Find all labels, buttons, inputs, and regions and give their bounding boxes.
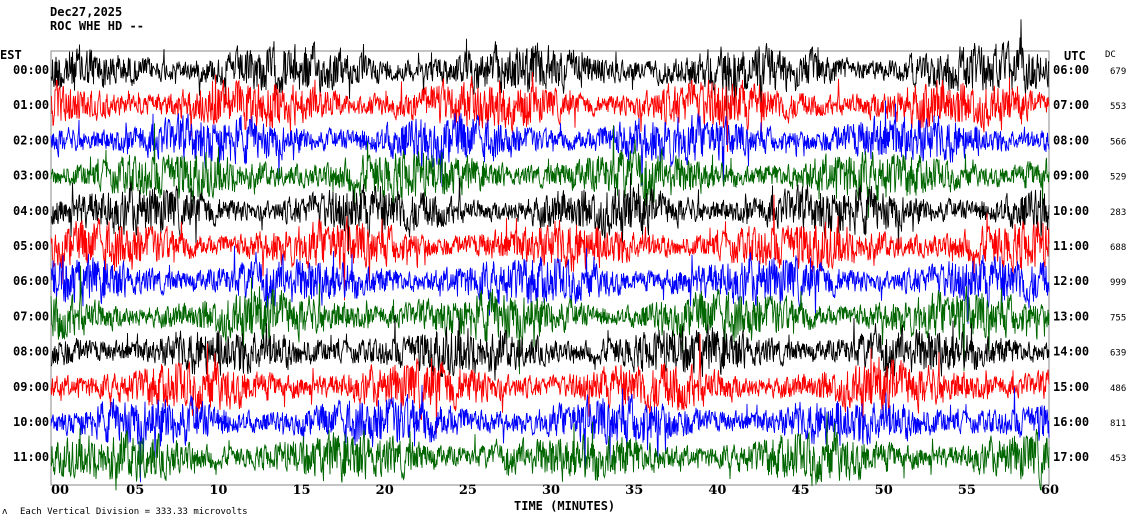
dc-offset-value: 553	[1110, 102, 1126, 112]
utc-axis-label: UTC	[1064, 49, 1086, 63]
dc-offset-value: 566	[1110, 137, 1126, 147]
utc-time-label: 17:00	[1053, 450, 1089, 464]
x-axis-label: TIME (MINUTES)	[514, 499, 615, 513]
dc-offset-value: 811	[1110, 419, 1126, 429]
trace-row-0500	[50, 194, 1050, 301]
trace-row-0300	[50, 123, 1050, 218]
utc-time-label: 13:00	[1053, 309, 1089, 323]
dc-label: DC	[1105, 50, 1116, 60]
utc-time-label: 12:00	[1053, 274, 1089, 288]
dc-offset-value: 755	[1110, 313, 1126, 323]
trace-row-0700	[50, 265, 1050, 375]
x-tick-label: 35	[625, 483, 643, 498]
trace-row-0000	[50, 19, 1050, 129]
est-time-label: 01:00	[13, 98, 49, 112]
trace-row-0600	[50, 245, 1050, 324]
est-time-label: 00:00	[13, 63, 49, 77]
scale-note: Each Vertical Division = 333.33 microvol…	[20, 507, 248, 517]
est-axis-label: EST	[0, 48, 22, 62]
utc-time-label: 15:00	[1053, 380, 1089, 394]
trace-row-1000	[50, 384, 1050, 483]
x-tick-label: 15	[293, 483, 311, 498]
x-tick-label: 60	[1041, 483, 1059, 498]
est-time-label: 02:00	[13, 133, 49, 147]
trace-row-0800	[50, 315, 1050, 381]
station-label: ROC WHE HD --	[50, 19, 144, 33]
est-time-label: 06:00	[13, 274, 49, 288]
x-tick-label: 55	[958, 483, 976, 498]
est-time-label: 08:00	[13, 345, 49, 359]
traces	[50, 19, 1050, 491]
plot-frame	[50, 50, 1050, 486]
dc-offset-value: 453	[1110, 454, 1126, 464]
utc-time-label: 06:00	[1053, 63, 1089, 77]
x-tick-label: 10	[209, 483, 227, 498]
x-tick-label: 05	[126, 483, 144, 498]
trace-row-0400	[51, 173, 1050, 255]
est-time-label: 07:00	[13, 309, 49, 323]
x-tick-label: 50	[875, 483, 893, 498]
dc-offset-value: 639	[1110, 349, 1126, 359]
trace-row-1100	[50, 412, 1050, 491]
est-time-label: 11:00	[13, 450, 49, 464]
dc-offset-value: 486	[1110, 384, 1126, 394]
dc-offset-value: 529	[1110, 173, 1126, 183]
corner-mark: ʌ	[2, 507, 8, 517]
utc-time-label: 09:00	[1053, 169, 1089, 183]
trace-row-0100	[50, 71, 1050, 152]
utc-time-label: 14:00	[1053, 345, 1089, 359]
utc-time-label: 10:00	[1053, 204, 1089, 218]
dc-offset-value: 688	[1110, 243, 1126, 253]
trace-row-0900	[50, 333, 1050, 433]
x-tick-label: 20	[376, 483, 394, 498]
utc-time-label: 07:00	[1053, 98, 1089, 112]
est-time-label: 05:00	[13, 239, 49, 253]
date-label: Dec27,2025	[50, 5, 122, 19]
dc-offset-value: 283	[1110, 208, 1126, 218]
est-time-label: 04:00	[13, 204, 49, 218]
est-time-label: 10:00	[13, 415, 49, 429]
dc-offset-value: 999	[1110, 278, 1126, 288]
utc-time-label: 11:00	[1053, 239, 1089, 253]
x-tick-label: 45	[792, 483, 810, 498]
x-tick-label: 25	[459, 483, 477, 498]
trace-row-0200	[50, 100, 1050, 187]
est-time-label: 09:00	[13, 380, 49, 394]
x-tick-label: 30	[542, 483, 560, 498]
x-tick-label: 40	[708, 483, 726, 498]
est-time-label: 03:00	[13, 169, 49, 183]
x-tick-label: 00	[51, 483, 69, 498]
utc-time-label: 08:00	[1053, 133, 1089, 147]
utc-time-label: 16:00	[1053, 415, 1089, 429]
dc-offset-value: 679	[1110, 67, 1126, 77]
